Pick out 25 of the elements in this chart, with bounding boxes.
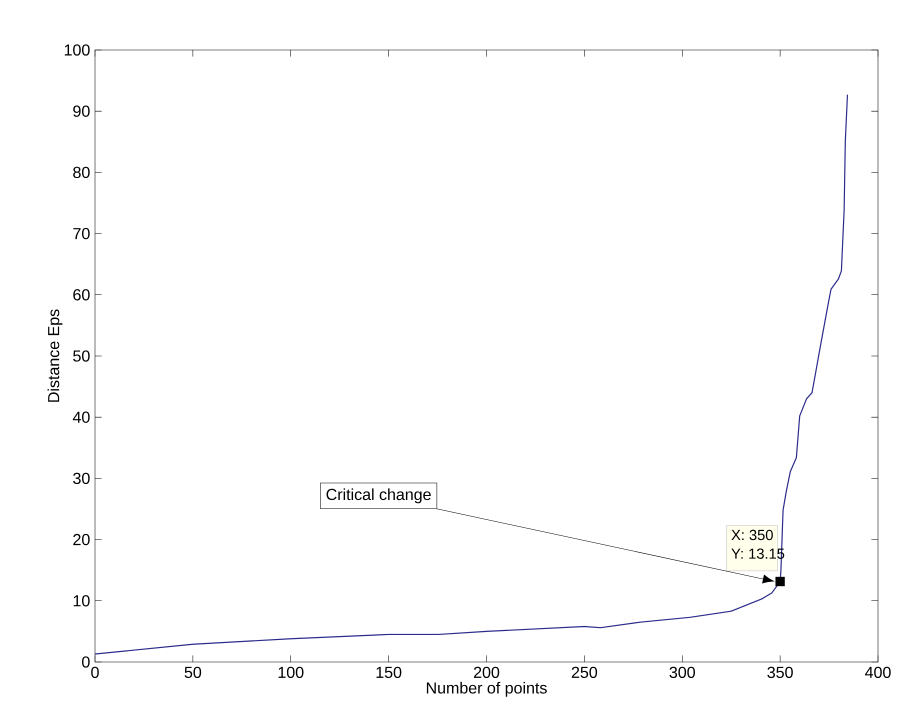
y-tick-label: 20	[73, 534, 90, 546]
y-tick-label: 80	[73, 166, 90, 178]
x-tick-label: 250	[572, 666, 598, 678]
x-tick-label: 150	[376, 666, 402, 678]
x-tick-label: 0	[91, 666, 99, 678]
y-tick-label: 40	[72, 412, 90, 423]
x-tick-label: 200	[474, 666, 500, 678]
y-tick-label: 60	[73, 289, 90, 300]
y-tick-label: 50	[73, 350, 90, 362]
y-axis-title: Distance Eps	[48, 309, 62, 402]
annotation: Critical change	[326, 488, 431, 504]
x-tick-label: 350	[767, 666, 793, 678]
y-tick-label: 10	[74, 595, 90, 606]
x-tick-label: 50	[184, 666, 202, 678]
y-tick-label: 90	[73, 106, 90, 117]
y-tick-label: 70	[73, 228, 90, 240]
x-axis-title: Number of points	[426, 682, 547, 697]
y-tick-label: 30	[73, 472, 90, 484]
x-tick-label: 400	[865, 666, 891, 678]
annotation: X: 350	[731, 530, 773, 540]
x-tick-label: 100	[278, 666, 304, 678]
y-tick-label: 0	[82, 656, 90, 668]
y-tick-label: 100	[64, 44, 90, 56]
x-tick-label: 300	[670, 666, 695, 678]
line-series	[95, 94, 848, 655]
